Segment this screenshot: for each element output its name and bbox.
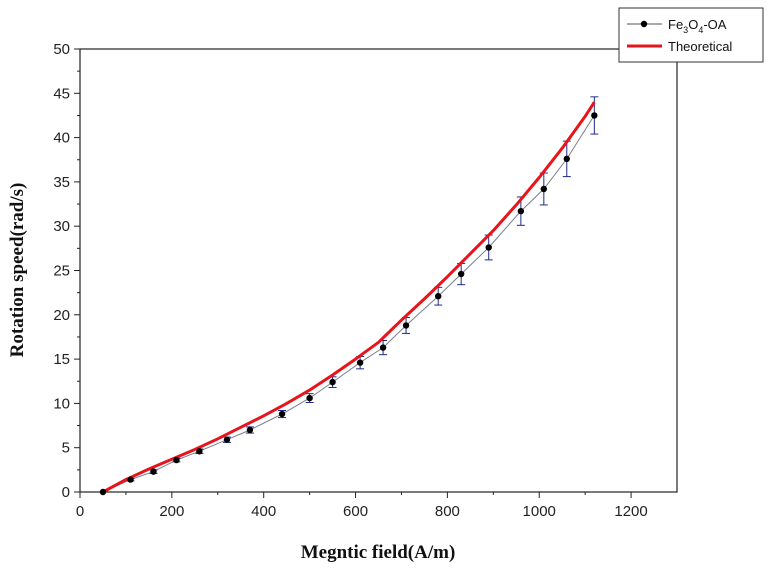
data-point-fe3o4	[278, 410, 286, 418]
y-tick-label: 45	[53, 85, 70, 102]
data-point-fe3o4	[223, 436, 231, 443]
legend-label-oa: -OA	[703, 17, 726, 32]
data-point-fe3o4	[99, 488, 107, 496]
legend-label-fe3o4: Fe3O4-OA	[668, 17, 727, 35]
legend: Fe3O4-OA Theoretical	[618, 7, 764, 63]
data-point-fe3o4	[246, 426, 254, 434]
x-tick-label: 800	[435, 503, 460, 520]
legend-marker-fe3o4	[640, 20, 648, 28]
data-point-fe3o4	[150, 468, 157, 475]
x-tick-label: 200	[159, 503, 184, 520]
data-point-fe3o4	[517, 207, 525, 215]
y-tick-label: 30	[53, 218, 70, 235]
x-tick-label: 1000	[523, 503, 556, 520]
legend-label-o: O	[688, 17, 698, 32]
data-point-fe3o4	[435, 292, 442, 300]
data-point-fe3o4	[379, 344, 387, 351]
y-tick-label: 10	[53, 395, 70, 412]
y-tick-label: 15	[53, 351, 70, 368]
legend-label-theoretical: Theoretical	[668, 39, 732, 54]
data-point-fe3o4	[196, 448, 203, 455]
data-point-fe3o4	[402, 322, 410, 329]
y-axis-title: Rotation speed(rad/s)	[7, 183, 28, 358]
x-axis-title: Megntic field(A/m)	[301, 542, 456, 563]
x-tick-label: 1200	[614, 503, 647, 520]
legend-box	[618, 7, 764, 63]
legend-label-fe: Fe	[668, 17, 683, 32]
y-tick-label: 35	[53, 174, 70, 191]
data-point-fe3o4	[173, 456, 180, 464]
x-tick-label: 400	[251, 503, 276, 520]
data-point-fe3o4	[356, 359, 364, 366]
data-point-fe3o4	[485, 244, 492, 251]
data-point-fe3o4	[457, 270, 465, 278]
data-point-fe3o4	[591, 112, 598, 119]
y-tick-label: 20	[53, 307, 70, 324]
legend-label-sub4: 4	[698, 25, 703, 35]
y-tick-label: 25	[53, 263, 70, 280]
data-point-fe3o4	[329, 378, 336, 386]
series-line-theoretical	[102, 101, 596, 494]
y-tick-label: 5	[62, 440, 70, 457]
legend-label-sub3: 3	[683, 25, 688, 35]
data-point-fe3o4	[306, 394, 313, 402]
x-tick-label: 600	[343, 503, 368, 520]
data-point-fe3o4	[127, 476, 134, 483]
y-tick-label: 40	[53, 130, 70, 147]
y-tick-label: 0	[62, 484, 70, 501]
series-line-fe3o4	[102, 115, 595, 493]
x-tick-label: 0	[76, 503, 84, 520]
y-tick-label: 50	[53, 41, 70, 58]
data-point-fe3o4	[563, 155, 570, 163]
data-point-fe3o4	[540, 185, 548, 193]
